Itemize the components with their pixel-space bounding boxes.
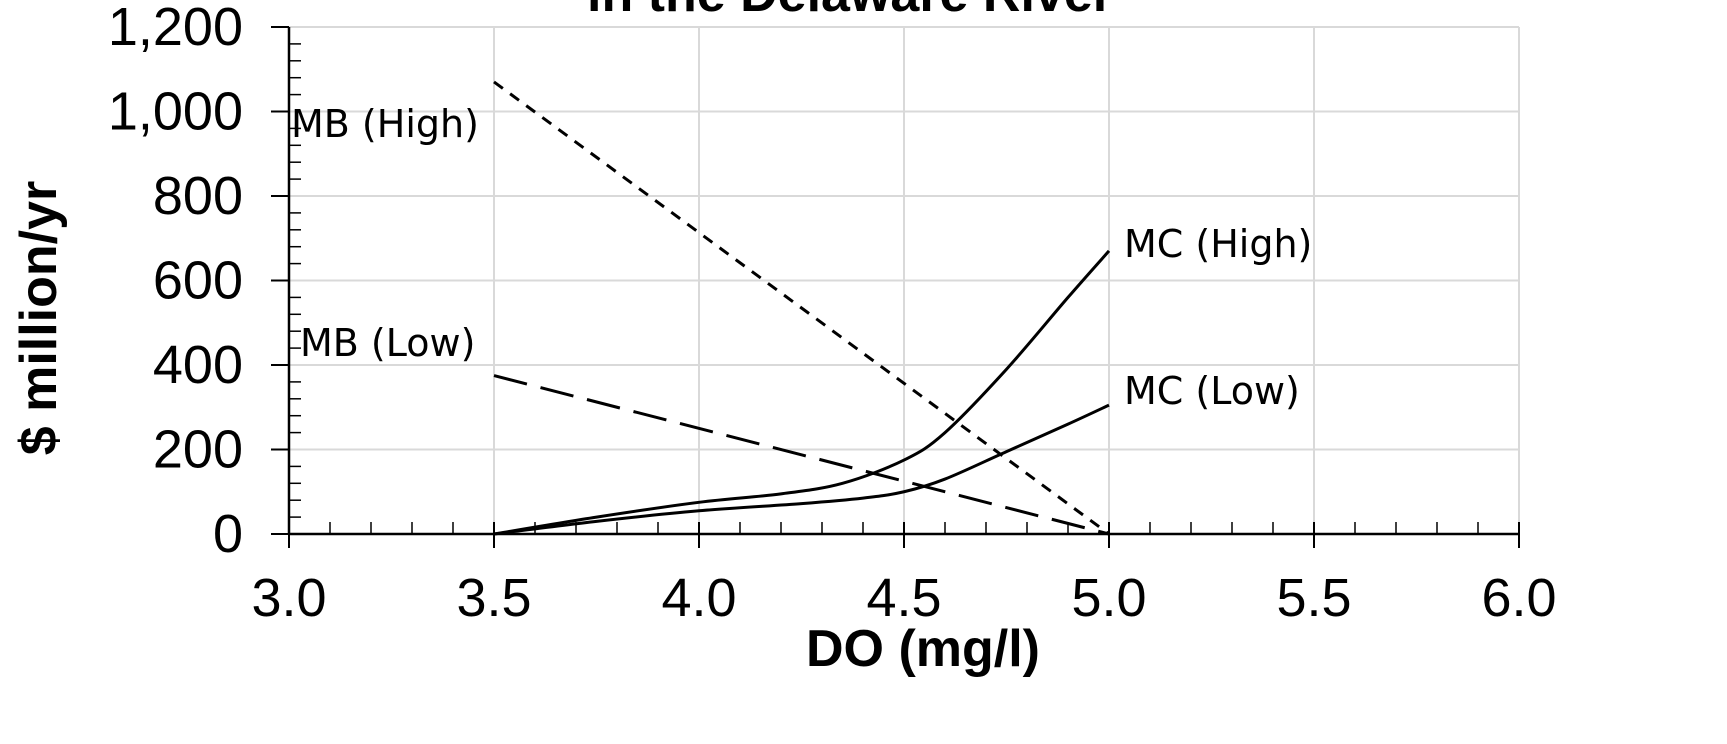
- series-line-mb-low: [493, 374, 1110, 536]
- x-tick-label: 5.5: [1276, 568, 1351, 628]
- x-tick-label: 5.0: [1071, 568, 1146, 628]
- labels: 0 200 400 600 800 1,000 1,200 3.0 3.5 4.0 4.5 5.0 5.…: [10, 0, 1557, 678]
- series-label-mb-high: MB (High): [291, 102, 479, 146]
- y-axis-title: $ million/yr: [10, 181, 68, 456]
- y-tick-label: 1,200: [108, 0, 243, 57]
- x-tick-label: 3.0: [251, 568, 326, 628]
- series-label-mc-low: MC (Low): [1124, 369, 1300, 413]
- y-tick-label: 400: [153, 335, 243, 395]
- series-label-mc-high: MC (High): [1124, 222, 1312, 266]
- series-line-mc-low: [493, 403, 1110, 536]
- chart-title: in the Delaware River: [587, 0, 1113, 23]
- y-tick-label: 0: [213, 504, 243, 564]
- series-line-mc-high: [493, 249, 1111, 536]
- grid: [289, 26, 1520, 534]
- series-label-mb-low: MB (Low): [300, 321, 475, 365]
- x-tick-label: 6.0: [1481, 568, 1556, 628]
- y-tick-label: 800: [153, 166, 243, 226]
- y-tick-label: 200: [153, 420, 243, 480]
- x-axis-title: DO (mg/l): [806, 620, 1040, 678]
- series-lines: [493, 80, 1111, 536]
- series-line-mb-high: [493, 80, 1110, 536]
- x-tick-label: 4.0: [661, 568, 736, 628]
- y-tick-label: 600: [153, 251, 243, 311]
- y-tick-label: 1,000: [108, 82, 243, 142]
- x-tick-label: 4.5: [866, 568, 941, 628]
- x-tick-label: 3.5: [456, 568, 531, 628]
